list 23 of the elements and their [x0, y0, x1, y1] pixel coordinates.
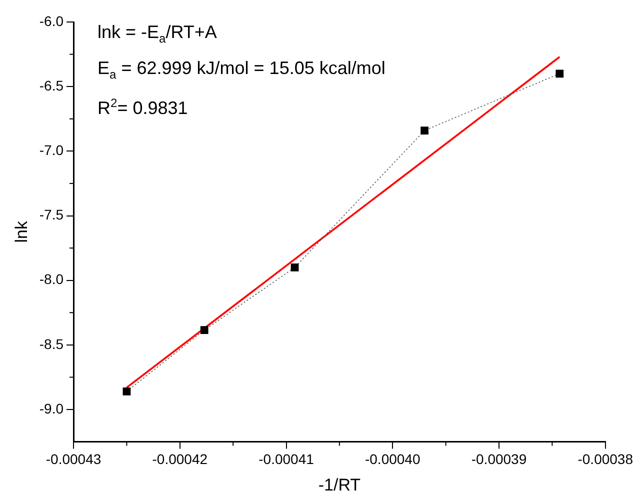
- point: [200, 326, 208, 334]
- y-tick-label: -9.0: [39, 400, 64, 416]
- point: [556, 70, 564, 78]
- x-tick-label: -0.00043: [46, 451, 102, 468]
- y-tick-label: -7.5: [39, 206, 64, 223]
- annotation: R$^{2}$= 0.9831: [98, 95, 189, 120]
- point: [290, 263, 299, 272]
- x-tick-label: -0.00038: [578, 451, 634, 468]
- point: [420, 126, 428, 134]
- point: [122, 387, 131, 396]
- y-tick-label: -6.0: [39, 12, 64, 29]
- y-tick-label: -8.0: [39, 271, 64, 288]
- y-tick-label: -8.5: [39, 336, 64, 352]
- y-tick-label: -6.5: [39, 77, 64, 94]
- x-tick-label: -0.00041: [258, 451, 314, 468]
- x-tick-label: -0.00042: [152, 451, 208, 468]
- x-tick-label: -0.00040: [364, 451, 420, 468]
- y-axis-title: lnk: [12, 220, 31, 243]
- x-tick-label: -0.00039: [471, 451, 527, 468]
- annotation: E$_{a}$ = 62.999 kJ/mol = 15.05 kcal/mol: [98, 56, 386, 84]
- annotation: lnk = -E$_{a}$/RT+A: [98, 21, 218, 48]
- y-tick-label: -7.0: [39, 142, 64, 158]
- x-axis-title: -1/RT: [318, 475, 361, 494]
